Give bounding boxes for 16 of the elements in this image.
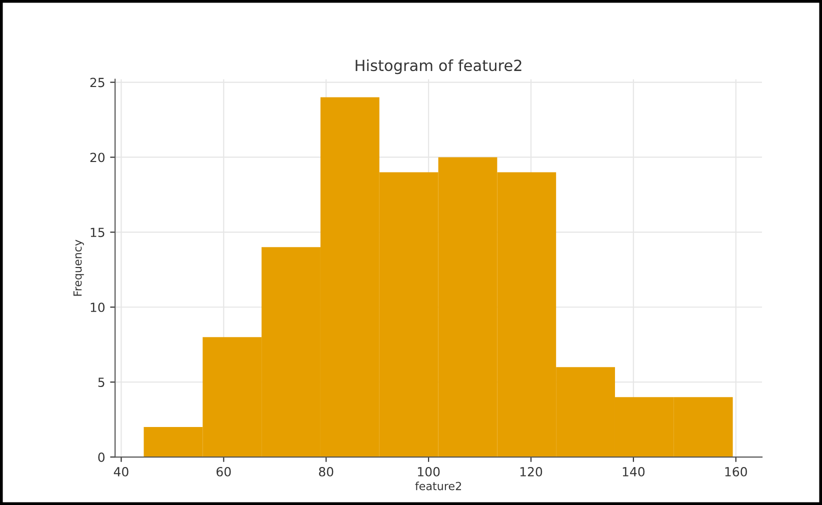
x-axis-title: feature2 (415, 482, 462, 490)
x-tick-label: 120 (520, 466, 542, 476)
chart-title: Histogram of feature2 (356, 59, 522, 74)
x-tick-label: 100 (418, 466, 440, 476)
y-axis-title: Frequency (73, 240, 84, 296)
y-tick-label: 0 (98, 452, 105, 462)
x-tick-label: 40 (114, 466, 128, 476)
x-tick-label: 80 (319, 466, 334, 476)
y-tick-label: 10 (90, 302, 105, 312)
y-tick-label: 20 (90, 152, 105, 162)
y-tick-label: 5 (98, 378, 104, 388)
x-tick-label: 140 (622, 466, 645, 476)
y-tick-label: 25 (90, 78, 104, 88)
x-tick-label: 60 (216, 466, 231, 476)
y-tick-label: 15 (90, 228, 104, 238)
x-tick-label: 160 (725, 466, 747, 476)
